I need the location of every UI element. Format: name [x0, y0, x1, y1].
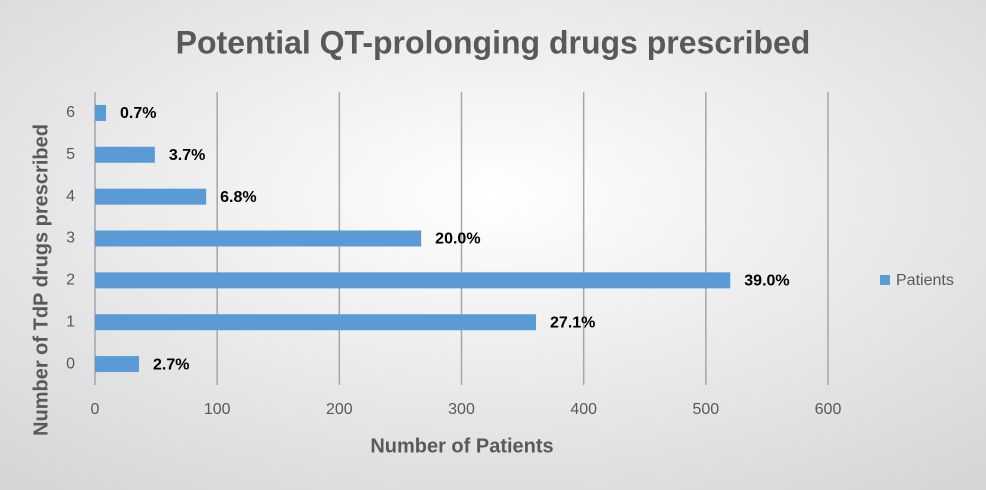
bar: [95, 272, 731, 289]
x-tick-label: 200: [326, 401, 353, 418]
data-label: 6.8%: [220, 189, 256, 206]
data-label: 39.0%: [744, 273, 789, 290]
bar: [95, 356, 139, 373]
x-tick-label: 400: [570, 401, 597, 418]
data-label: 0.7%: [120, 105, 156, 122]
chart-title: Potential QT-prolonging drugs prescribed: [176, 24, 811, 60]
bar: [95, 314, 537, 331]
bar: [95, 188, 207, 205]
y-axis-label: Number of TdP drugs prescribed: [30, 124, 52, 436]
y-tick-label: 5: [66, 146, 75, 163]
legend-label: Patients: [896, 272, 954, 289]
y-tick-label: 3: [66, 230, 75, 247]
data-label: 20.0%: [435, 231, 480, 248]
y-tick-label: 4: [66, 188, 75, 205]
y-tick-label: 6: [66, 104, 75, 121]
legend-swatch: [880, 275, 890, 285]
x-tick-label: 600: [815, 401, 842, 418]
data-label: 2.7%: [153, 356, 189, 373]
y-tick-label: 0: [66, 355, 75, 372]
x-tick-label: 0: [91, 401, 100, 418]
x-tick-label: 100: [204, 401, 231, 418]
y-tick-label: 1: [66, 313, 75, 330]
x-axis-label: Number of Patients: [370, 435, 553, 457]
bar: [95, 104, 106, 121]
y-tick-label: 2: [66, 272, 75, 289]
bar: [95, 230, 422, 247]
x-tick-label: 500: [692, 401, 719, 418]
data-label: 3.7%: [169, 147, 205, 164]
x-tick-label: 300: [448, 401, 475, 418]
bar: [95, 146, 155, 163]
data-label: 27.1%: [550, 314, 595, 331]
